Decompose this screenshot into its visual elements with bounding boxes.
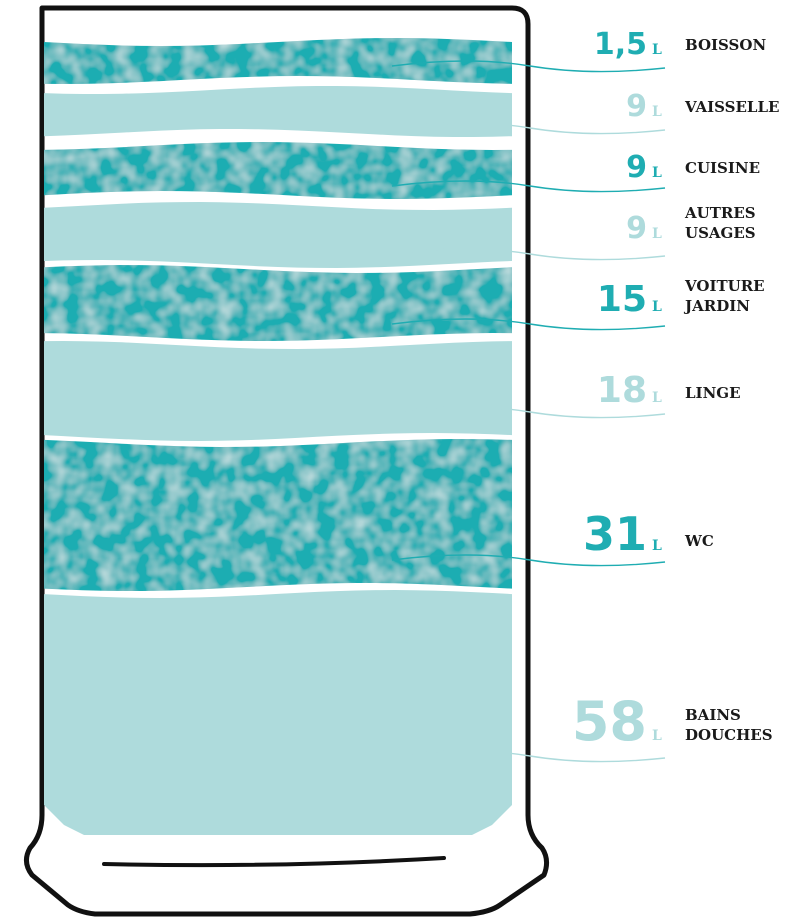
layer-label: JARDIN	[683, 297, 750, 315]
layer-unit: L	[652, 299, 662, 315]
layer-value: 31	[583, 507, 647, 561]
layer-label: VAISSELLE	[684, 98, 779, 116]
layer-label: USAGES	[685, 224, 756, 242]
layer-value: 9	[626, 89, 647, 124]
layer-unit: L	[652, 226, 662, 242]
layer-value: 9	[626, 150, 647, 185]
leader-lines	[391, 60, 666, 763]
layer-unit: L	[652, 728, 662, 744]
leader-line-4	[391, 248, 666, 261]
leader-line-6	[391, 406, 666, 419]
layer-unit: L	[652, 538, 662, 554]
layer-label: BOISSON	[685, 36, 766, 54]
layer-value: 1,5	[594, 27, 647, 62]
layer-value: 15	[597, 279, 647, 320]
layer-unit: L	[652, 390, 662, 406]
layer-unit: L	[652, 104, 662, 120]
leader-line-7	[391, 554, 666, 567]
leader-line-1	[391, 60, 666, 73]
water-layer-3	[44, 142, 512, 199]
layer-label: LINGE	[685, 384, 741, 402]
water-layer-2	[44, 86, 512, 137]
layer-label: CUISINE	[685, 159, 760, 177]
leader-line-3	[391, 180, 666, 193]
leader-line-5	[391, 318, 666, 331]
container-base-line	[102, 856, 446, 868]
water-layers	[44, 38, 512, 835]
water-layer-1	[44, 38, 512, 84]
layer-value: 9	[626, 211, 647, 246]
water-layer-5	[44, 265, 512, 341]
leader-line-8	[391, 750, 666, 763]
water-layer-4	[44, 202, 512, 268]
layer-value: 58	[572, 690, 647, 753]
layer-label: VOITURE	[684, 277, 765, 295]
leader-line-2	[391, 122, 666, 135]
layer-label: BAINS	[685, 706, 741, 724]
container-outline	[24, 5, 550, 917]
layer-label: DOUCHES	[685, 726, 773, 744]
water-layer-6	[44, 341, 512, 441]
layer-unit: L	[652, 165, 662, 181]
layer-value: 18	[597, 370, 647, 411]
water-layer-7	[44, 439, 512, 591]
layer-label: WC	[684, 532, 714, 550]
layer-label: AUTRES	[684, 204, 756, 222]
layer-unit: L	[652, 42, 662, 58]
water-layer-8	[44, 590, 512, 835]
